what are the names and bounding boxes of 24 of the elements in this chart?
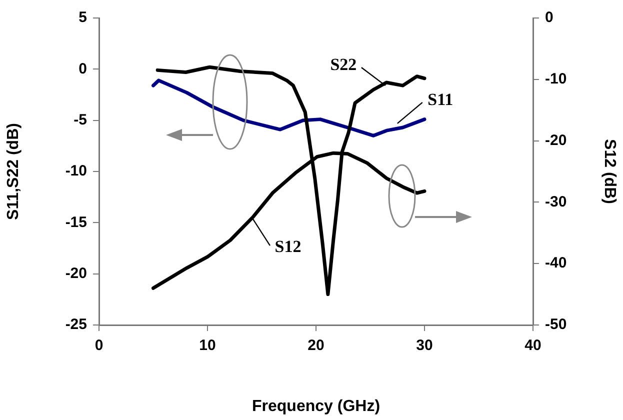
y2-axis-title: S12 (dB) — [600, 139, 618, 204]
y-tick-label: -5 — [74, 111, 87, 128]
y-tick-label: 0 — [78, 60, 87, 78]
y2-tick-label: -20 — [545, 132, 567, 149]
annotation: S11 — [428, 90, 454, 109]
y2-tick-label: -30 — [545, 193, 567, 210]
y2-tick-label: -40 — [545, 254, 567, 272]
y-tick-label: -20 — [65, 264, 87, 282]
y-tick-label: 5 — [78, 9, 87, 26]
annotation: S12 — [274, 236, 302, 256]
y2-tick-label: -50 — [545, 316, 567, 334]
y-tick-label: -10 — [65, 162, 87, 180]
y-axis-title: S11,S22 (dB) — [5, 123, 22, 220]
y-tick-label: -15 — [65, 214, 87, 231]
x-axis-title: Frequency (GHz) — [252, 398, 380, 415]
x-tick-label: 0 — [94, 337, 104, 354]
x-tick-label: 20 — [308, 337, 324, 354]
x-tick-label: 10 — [199, 337, 216, 354]
y-tick-label: -25 — [65, 316, 87, 334]
x-tick-label: 40 — [524, 337, 542, 354]
y2-tick-label: -10 — [545, 70, 567, 88]
x-tick-label: 30 — [416, 337, 433, 354]
annotation: S22 — [330, 54, 357, 74]
y2-tick-label: 0 — [545, 9, 554, 26]
